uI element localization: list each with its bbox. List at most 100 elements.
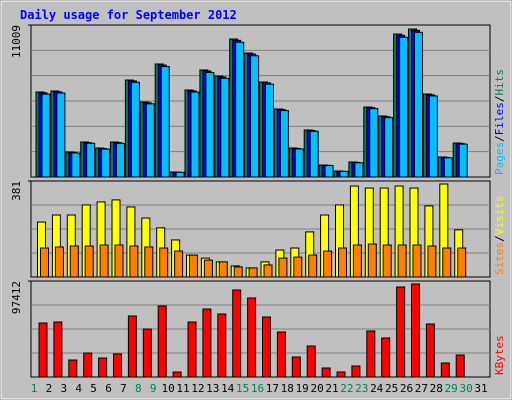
- bar: [427, 245, 437, 278]
- x-tick-label: 9: [150, 382, 157, 395]
- bar: [175, 171, 185, 178]
- bar: [382, 244, 392, 278]
- bar: [455, 354, 465, 378]
- x-tick-label: 20: [310, 382, 323, 395]
- legend-separator: /: [493, 96, 506, 103]
- bar: [321, 367, 331, 378]
- bar: [130, 81, 140, 178]
- legend-entry: Files: [493, 102, 506, 135]
- bar: [442, 247, 452, 278]
- legend-entry: Pages: [493, 142, 506, 175]
- bar: [458, 143, 468, 178]
- legend: KBytes: [493, 335, 506, 375]
- bar: [144, 246, 154, 278]
- x-tick-label: 5: [90, 382, 97, 395]
- bar: [99, 244, 109, 278]
- bar: [98, 357, 108, 378]
- x-tick-label: 11: [176, 382, 189, 395]
- x-tick-label: 28: [430, 382, 443, 395]
- bar: [414, 31, 423, 178]
- bar: [399, 36, 409, 178]
- x-tick-label: 16: [251, 382, 264, 395]
- bar: [38, 322, 48, 378]
- legend: Pages/Files/Hits: [493, 69, 506, 175]
- bar: [324, 165, 334, 178]
- bar: [189, 254, 198, 278]
- bar: [142, 328, 152, 378]
- bar: [41, 93, 51, 178]
- bar: [202, 308, 212, 378]
- legend-separator: /: [493, 235, 506, 242]
- chart-title: Daily usage for September 2012: [20, 8, 237, 22]
- bar: [248, 267, 258, 278]
- bar: [71, 152, 81, 178]
- x-tick-label: 30: [459, 382, 472, 395]
- bar: [457, 247, 467, 278]
- bar: [129, 245, 139, 278]
- bar: [56, 92, 66, 178]
- bar: [293, 256, 303, 278]
- bar: [83, 352, 93, 378]
- bar: [354, 162, 364, 178]
- bar: [443, 157, 453, 178]
- x-tick-label: 12: [191, 382, 204, 395]
- x-tick-label: 14: [221, 382, 235, 395]
- bar: [265, 83, 274, 178]
- legend-entry: KBytes: [493, 335, 506, 375]
- x-tick-label: 17: [266, 382, 279, 395]
- x-tick-label: 23: [355, 382, 368, 395]
- y-tick-label: 97412: [10, 281, 23, 314]
- bar: [205, 71, 215, 178]
- bar: [294, 148, 304, 178]
- bar: [68, 359, 78, 378]
- x-tick-label: 2: [46, 382, 53, 395]
- bar: [187, 321, 197, 378]
- bar: [397, 244, 407, 278]
- bar: [69, 245, 79, 278]
- bar: [40, 247, 49, 278]
- x-tick-label: 13: [206, 382, 219, 395]
- legend-separator: /: [493, 135, 506, 142]
- bar: [116, 142, 125, 178]
- legend-entry: Sites: [493, 242, 506, 275]
- bar: [339, 170, 349, 178]
- bar: [250, 55, 260, 178]
- bar: [308, 254, 318, 278]
- bar: [276, 331, 286, 378]
- bar: [160, 66, 170, 178]
- x-tick-label: 24: [370, 382, 384, 395]
- bar: [220, 77, 230, 178]
- bar: [53, 321, 63, 378]
- bar: [351, 365, 361, 378]
- bar: [262, 316, 271, 378]
- bar: [172, 371, 182, 378]
- x-tick-label: 26: [400, 382, 413, 395]
- bar: [366, 330, 376, 378]
- bar: [381, 337, 391, 378]
- bar: [203, 259, 213, 278]
- x-tick-label: 25: [385, 382, 398, 395]
- y-tick-label: 381: [10, 181, 23, 201]
- bar: [190, 91, 200, 178]
- x-tick-label: 27: [415, 382, 428, 395]
- bar: [367, 243, 377, 278]
- bar: [101, 148, 111, 178]
- bar: [127, 315, 137, 378]
- bar: [232, 289, 242, 378]
- bar: [306, 345, 316, 378]
- x-tick-label: 1: [31, 382, 38, 395]
- x-tick-label: 4: [75, 382, 82, 395]
- bar: [113, 353, 122, 378]
- bar: [157, 305, 167, 378]
- bar: [309, 130, 319, 178]
- bar: [145, 103, 155, 178]
- bar: [396, 286, 406, 378]
- bar: [86, 142, 96, 178]
- legend: Sites/Visits: [493, 196, 506, 276]
- x-tick-label: 8: [135, 382, 142, 395]
- bar: [217, 313, 227, 378]
- bar: [412, 244, 422, 278]
- bar: [323, 250, 333, 278]
- bar: [114, 244, 124, 278]
